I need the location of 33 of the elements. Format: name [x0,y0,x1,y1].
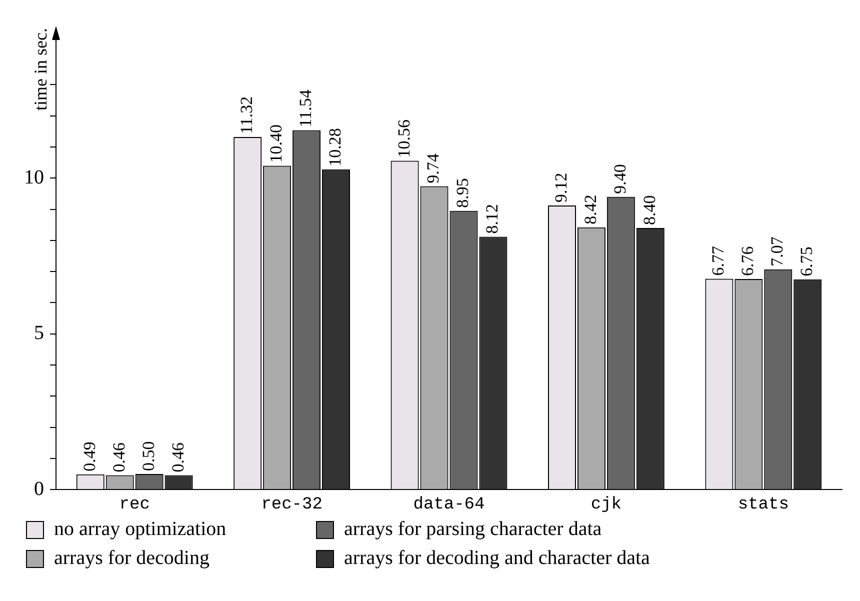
data-label: 8.12 [482,204,502,234]
data-label: 6.77 [708,246,728,276]
x-tick-label: rec [119,495,150,514]
data-label: 9.12 [551,172,570,203]
legend-label: arrays for decoding [54,547,210,570]
data-label: 0.49 [80,442,99,472]
legend-label: arrays for parsing character data [344,518,602,541]
data-label: 6.75 [797,246,816,276]
y-tick-label: 0 [34,478,44,500]
data-label: 8.95 [453,178,472,208]
data-label: 10.56 [394,119,414,158]
x-tick-label: stats [738,495,789,514]
x-tick-label: rec-32 [261,495,322,514]
data-label: 0.46 [109,442,128,472]
data-label: 9.40 [610,164,630,194]
x-tick-label: data-64 [413,495,485,514]
data-label: 0.50 [138,441,158,472]
data-label: 8.42 [580,194,600,224]
data-label: 6.76 [738,246,758,276]
data-label: 0.46 [168,442,188,472]
data-label: 8.40 [640,195,659,225]
y-axis-title: time in sec. [30,28,51,110]
data-label: 10.40 [266,124,286,163]
x-tick-label: cjk [590,495,622,514]
y-tick-label: 10 [24,166,44,188]
data-label: 11.54 [296,89,316,128]
y-tick-label: 5 [34,322,44,344]
data-label: 10.28 [325,128,344,166]
data-label: 9.74 [424,153,443,184]
legend-label: no array optimization [54,518,226,541]
data-label: 7.07 [768,236,787,266]
data-label: 11.32 [237,96,256,134]
legend-label: arrays for decoding and character data [344,547,650,570]
